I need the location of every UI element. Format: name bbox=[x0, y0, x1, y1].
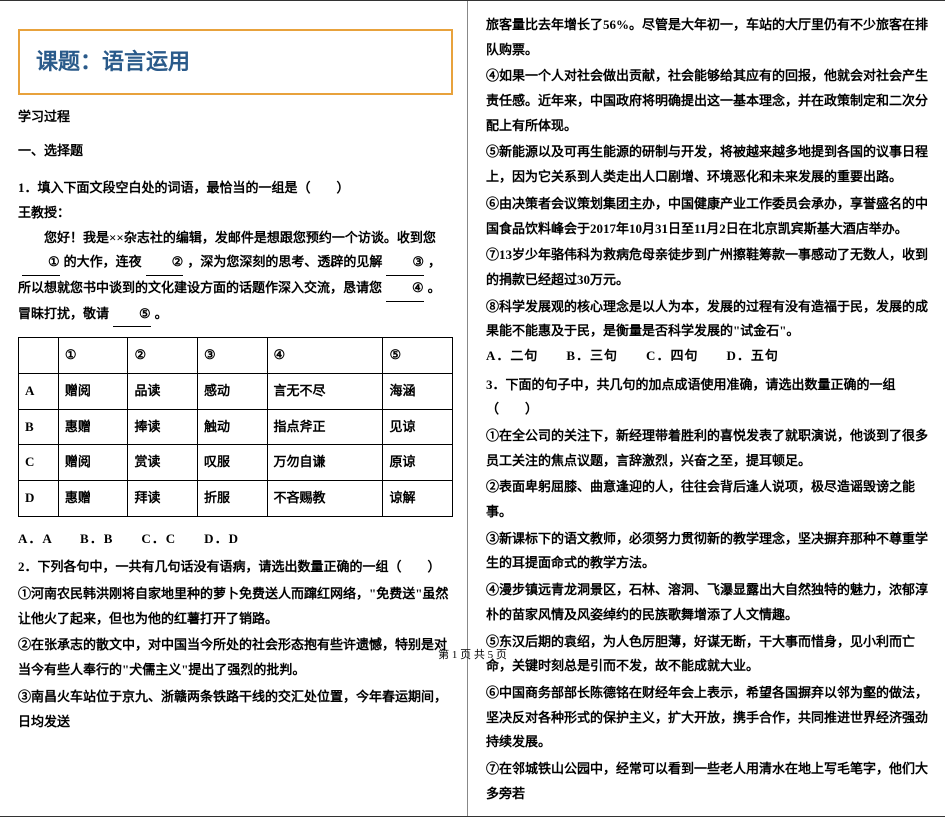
cell: 原谅 bbox=[383, 445, 453, 481]
cell: 见谅 bbox=[383, 409, 453, 445]
q2-item-7: ⑦13岁少年骆伟科为救病危母亲徒步到广州擦鞋筹款一事感动了无数人，收到的捐款已经… bbox=[486, 243, 931, 292]
col-h5: ⑤ bbox=[383, 338, 453, 374]
q2-item-4: ④如果一个人对社会做出贡献，社会能够给其应有的回报，他就会对社会产生责任感。近年… bbox=[486, 64, 931, 138]
q2-item-3: ③南昌火车站位于京九、浙赣两条铁路干线的交汇处位置，今年春运期间，日均发送 bbox=[18, 685, 453, 734]
cell: 捧读 bbox=[128, 409, 198, 445]
blank-1: ① bbox=[22, 250, 60, 276]
cell: 感动 bbox=[198, 373, 268, 409]
col-h4: ④ bbox=[267, 338, 383, 374]
page-title: 课题：语言运用 bbox=[36, 49, 190, 74]
table-header-row: ① ② ③ ④ ⑤ bbox=[19, 338, 453, 374]
cell: 指点斧正 bbox=[267, 409, 383, 445]
q3-item-2: ②表面卑躬屈膝、曲意逢迎的人，往往会背后逢人说项，极尽造谣毁谤之能事。 bbox=[486, 475, 931, 524]
title-box: 课题：语言运用 bbox=[18, 29, 453, 95]
q1-body-b: 的大作，连夜 bbox=[64, 254, 142, 269]
q1-choice-table: ① ② ③ ④ ⑤ A 赠阅 品读 感动 言无不尽 海涵 B 惠赠 捧读 触动 … bbox=[18, 337, 453, 516]
cell: 叹服 bbox=[198, 445, 268, 481]
cell: 言无不尽 bbox=[267, 373, 383, 409]
page-footer: 第 1 页 共 5 页 bbox=[0, 645, 945, 666]
cell: C bbox=[19, 445, 59, 481]
blank-2: ② bbox=[146, 250, 184, 276]
q3-item-7: ⑦在邻城铁山公园中，经常可以看到一些老人用清水在地上写毛笔字，他们大多旁若 bbox=[486, 757, 931, 806]
col-h0 bbox=[19, 338, 59, 374]
left-column: 课题：语言运用 学习过程 一、选择题 1．填入下面文段空白处的词语，最恰当的一组… bbox=[0, 1, 468, 816]
col-h3: ③ bbox=[198, 338, 268, 374]
cell: 折服 bbox=[198, 481, 268, 517]
q3-item-4: ④漫步镇远青龙洞景区，石林、溶洞、飞瀑显露出大自然独特的魅力，浓郁淳朴的苗家风情… bbox=[486, 578, 931, 627]
q2-item-8: ⑧科学发展观的核心理念是以人为本，发展的过程有没有造福于民，发展的成果能不能惠及… bbox=[486, 295, 931, 344]
blank-5: ⑤ bbox=[113, 302, 151, 328]
q2-item-1: ①河南农民韩洪刚将自家地里种的萝卜免费送人而蹿红网络，"免费送"虽然让他火了起来… bbox=[18, 582, 453, 631]
table-row: D 惠赠 拜读 折服 不吝赐教 谅解 bbox=[19, 481, 453, 517]
blank-3: ③ bbox=[386, 250, 424, 276]
cell: 触动 bbox=[198, 409, 268, 445]
q3-item-6: ⑥中国商务部部长陈德铭在财经年会上表示，希望各国摒弃以邻为壑的做法，坚决反对各种… bbox=[486, 681, 931, 755]
subsection-heading: 一、选择题 bbox=[18, 139, 453, 164]
cell: 赠阅 bbox=[58, 373, 128, 409]
q3-item-1: ①在全公司的关注下，新经理带着胜利的喜悦发表了就职演说，他谈到了很多员工关注的焦… bbox=[486, 424, 931, 473]
cell: B bbox=[19, 409, 59, 445]
q3-stem: 3．下面的句子中，共几句的加点成语使用准确，请选出数量正确的一组（ ） bbox=[486, 373, 931, 422]
q2-item-6: ⑥由决策者会议策划集团主办，中国健康产业工作委员会承办，享誉盛名的中国食品饮料峰… bbox=[486, 192, 931, 241]
q1-body: 您好！我是××杂志社的编辑，发邮件是想跟您预约一个访谈。收到您 ① 的大作，连夜 ②，… bbox=[18, 226, 453, 328]
q1-body-c: ，深为您深刻的思考、透辟的见解 bbox=[187, 254, 382, 269]
cell: 海涵 bbox=[383, 373, 453, 409]
right-column: 旅客量比去年增长了56%。尽管是大年初一，车站的大厅里仍有不少旅客在排队购票。 … bbox=[468, 1, 945, 816]
cell: 不吝赐教 bbox=[267, 481, 383, 517]
q1-body-a: 您好！我是××杂志社的编辑，发邮件是想跟您预约一个访谈。收到您 bbox=[44, 230, 436, 245]
table-row: A 赠阅 品读 感动 言无不尽 海涵 bbox=[19, 373, 453, 409]
cell: 赏读 bbox=[128, 445, 198, 481]
q1-body-f: 。 bbox=[155, 306, 168, 321]
q2-options: A．二句 B．三句 C．四句 D．五句 bbox=[486, 344, 931, 369]
q2-stem: 2．下列各句中，一共有几句话没有语病，请选出数量正确的一组（ ） bbox=[18, 555, 453, 580]
page-container: 课题：语言运用 学习过程 一、选择题 1．填入下面文段空白处的词语，最恰当的一组… bbox=[0, 0, 945, 817]
cell: A bbox=[19, 373, 59, 409]
cell: D bbox=[19, 481, 59, 517]
blank-4: ④ bbox=[386, 276, 424, 302]
table-row: B 惠赠 捧读 触动 指点斧正 见谅 bbox=[19, 409, 453, 445]
cell: 赠阅 bbox=[58, 445, 128, 481]
q1-addressee: 王教授： bbox=[18, 201, 453, 226]
col-h2: ② bbox=[128, 338, 198, 374]
cell: 谅解 bbox=[383, 481, 453, 517]
cell: 万勿自谦 bbox=[267, 445, 383, 481]
col-h1: ① bbox=[58, 338, 128, 374]
q2-item-5: ⑤新能源以及可再生能源的研制与开发，将被越来越多地提到各国的议事日程上，因为它关… bbox=[486, 140, 931, 189]
table-row: C 赠阅 赏读 叹服 万勿自谦 原谅 bbox=[19, 445, 453, 481]
cell: 拜读 bbox=[128, 481, 198, 517]
q1-options: A．A B．B C．C D．D bbox=[18, 527, 453, 552]
cell: 惠赠 bbox=[58, 481, 128, 517]
q3-item-3: ③新课标下的语文教师，必须努力贯彻新的教学理念，坚决摒弃那种不尊重学生的耳提面命… bbox=[486, 527, 931, 576]
section-heading: 学习过程 bbox=[18, 105, 453, 130]
cell: 品读 bbox=[128, 373, 198, 409]
cell: 惠赠 bbox=[58, 409, 128, 445]
q1-stem: 1．填入下面文段空白处的词语，最恰当的一组是（ ） bbox=[18, 176, 453, 201]
q2-item-3b: 旅客量比去年增长了56%。尽管是大年初一，车站的大厅里仍有不少旅客在排队购票。 bbox=[486, 13, 931, 62]
